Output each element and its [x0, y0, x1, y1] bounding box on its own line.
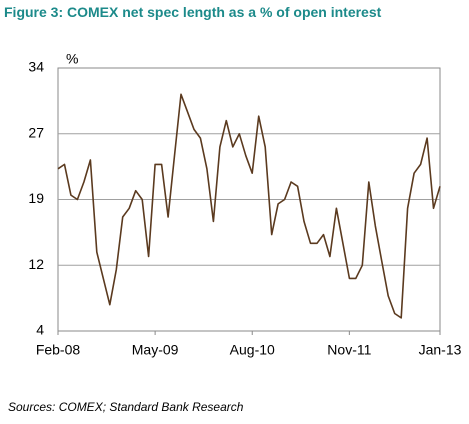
chart-title: Figure 3: COMEX net spec length as a % o…	[4, 4, 382, 20]
y-tick-label: 19	[28, 190, 44, 206]
x-tick-label: Jan-13	[419, 342, 462, 358]
y-tick-label: 12	[28, 256, 44, 272]
x-tick-label: Aug-10	[230, 342, 275, 358]
x-tick-label: Feb-08	[36, 342, 81, 358]
data-line	[57, 93, 441, 319]
x-tick-label: Nov-11	[327, 342, 371, 358]
y-tick-label: 4	[36, 322, 44, 338]
y-tick-label: 34	[28, 59, 44, 75]
y-axis-label: %	[66, 51, 78, 67]
source-note: Sources: COMEX; Standard Bank Research	[8, 400, 244, 414]
y-tick-label: 27	[28, 124, 44, 140]
x-tick-label: May-09	[132, 342, 179, 358]
